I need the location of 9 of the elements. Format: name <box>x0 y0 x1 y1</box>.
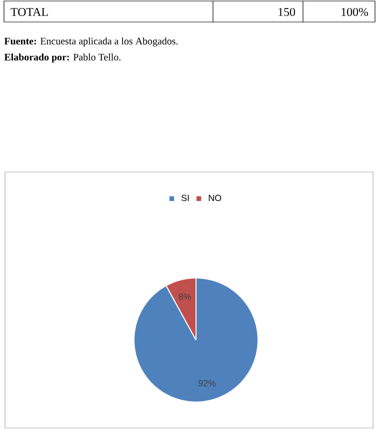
text: Fuente: Encuesta aplicada a los Abogados. <box>4 37 178 47</box>
text: 150 <box>278 8 296 16</box>
data-label: 92% <box>198 380 216 386</box>
data-label: 8% <box>178 294 192 300</box>
text: 100% <box>342 8 368 16</box>
text: TOTAL <box>10 8 48 16</box>
legend-label: NO <box>208 194 222 202</box>
text: Elaborado por: Pablo Tello. <box>4 53 120 63</box>
legend-label: SI <box>181 194 189 202</box>
